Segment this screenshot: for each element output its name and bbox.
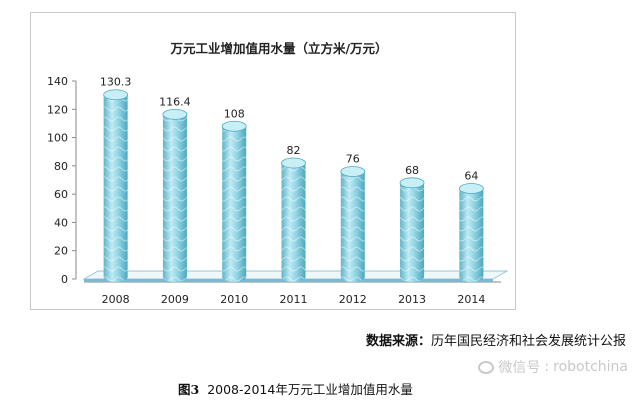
bar-texture [400,182,425,282]
bar-top [458,183,484,194]
bar-texture [281,163,306,282]
bar [281,157,306,282]
labels-layer: 130.3 2008 116.4 2009 108 2010 82 2011 76 2012 68 2… [100,76,485,306]
x-tick-label: 2012 [339,293,367,306]
bar-top [162,108,188,120]
wechat-icon [478,360,495,374]
caption-text: 2008-2014年万元工业增加值用水量 [207,382,413,397]
bar-chart: 万元工业增加值用水量（立方米/万元） 0 20 40 60 80 100 120 140 13… [47,41,509,306]
x-tick-label: 2009 [161,293,189,306]
x-tick-label: 2014 [457,293,485,306]
watermark-handle: robotchina [553,359,628,375]
bar-top [103,89,129,101]
source-label: 数据来源： [365,334,431,349]
y-tick-label: 60 [54,188,68,201]
figure-caption: 图3 2008-2014年万元工业增加值用水量 [178,379,413,398]
bar [221,120,247,282]
bar-texture [162,114,187,283]
bar-top [281,157,306,169]
watermark-label: 微信号 [498,360,541,376]
bar-texture [340,171,365,282]
figure-number: 图3 [178,382,200,397]
bar-top [221,120,247,132]
x-tick-label: 2011 [280,293,308,306]
y-tick-label: 100 [47,132,68,145]
bar-top [399,177,425,189]
y-tick-label: 120 [47,103,68,116]
x-tick-label: 2013 [398,293,426,306]
bar-texture [222,126,247,282]
data-label: 64 [464,169,478,182]
bar [340,166,366,282]
data-label: 68 [405,164,419,177]
y-tick-label: 140 [47,75,68,88]
chart-title: 万元工业增加值用水量（立方米/万元） [169,41,387,56]
data-source: 数据来源：历年国民经济和社会发展统计公报 [366,330,626,349]
y-tick-label: 0 [61,273,68,286]
source-text: 历年国民经济和社会发展统计公报 [430,334,626,349]
watermark: 微信号: robotchina [478,357,628,377]
watermark-separator: : [544,359,550,375]
data-label: 76 [346,153,360,166]
data-label: 82 [287,144,301,157]
y-tick-label: 20 [54,245,68,258]
y-tick-label: 40 [54,216,68,229]
bar [399,177,425,282]
chart-frame: 万元工业增加值用水量（立方米/万元） 0 20 40 60 80 100 120 140 13… [30,12,516,310]
data-label: 116.4 [159,95,191,108]
bars-layer [103,89,484,283]
bar [458,183,484,282]
bar-texture [103,94,128,283]
x-tick-label: 2010 [220,293,248,306]
y-tick-label: 80 [54,160,68,173]
bar-texture [459,188,484,282]
x-tick-label: 2008 [102,293,130,306]
data-label: 108 [224,107,245,120]
bar [103,89,129,283]
bar [162,108,188,283]
data-label: 130.3 [100,76,131,89]
bar-top [340,166,366,177]
